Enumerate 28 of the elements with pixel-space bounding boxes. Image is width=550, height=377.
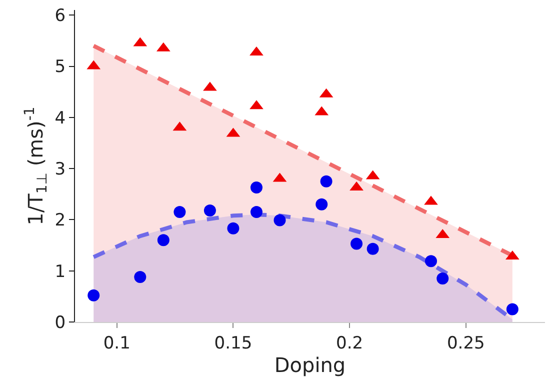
point bbox=[320, 175, 332, 188]
y-tick-label: 5 bbox=[54, 57, 66, 78]
point bbox=[88, 289, 100, 302]
x-tick-label: 0.15 bbox=[214, 333, 252, 354]
point bbox=[424, 255, 437, 268]
x-tick-label: 0.25 bbox=[446, 333, 485, 354]
point bbox=[134, 270, 146, 283]
point bbox=[350, 238, 363, 250]
point bbox=[250, 206, 262, 218]
x-tick-label: 0.2 bbox=[336, 333, 364, 354]
point bbox=[436, 272, 449, 285]
point bbox=[506, 303, 518, 316]
point bbox=[157, 234, 170, 246]
x-axis-title: Doping bbox=[274, 353, 346, 377]
point bbox=[250, 181, 262, 194]
y-tick-label: 2 bbox=[54, 210, 66, 231]
y-tick-label: 6 bbox=[54, 6, 66, 26]
point bbox=[274, 214, 286, 226]
y-tick-label: 0 bbox=[54, 312, 66, 333]
point bbox=[174, 206, 186, 218]
x-tick-label: 0.1 bbox=[103, 333, 130, 354]
point bbox=[316, 198, 328, 210]
point bbox=[204, 204, 216, 216]
point bbox=[366, 242, 379, 255]
y-tick-label: 1 bbox=[54, 262, 66, 282]
y-tick-label: 3 bbox=[54, 160, 66, 180]
point bbox=[227, 222, 240, 234]
y-tick-label: 4 bbox=[54, 108, 66, 128]
